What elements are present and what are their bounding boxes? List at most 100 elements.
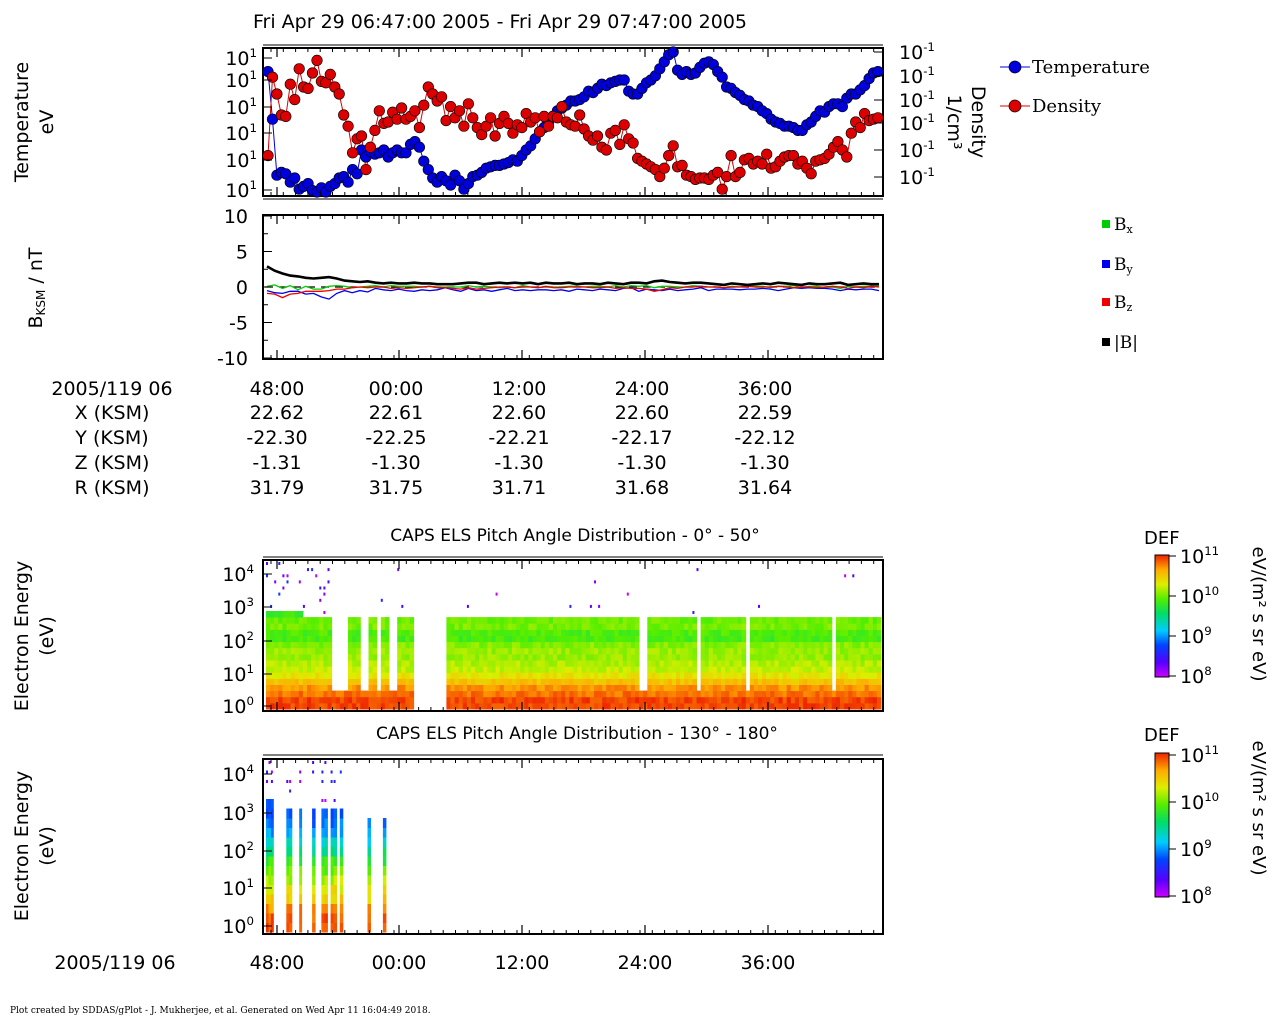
spectrogram-cell (647, 684, 652, 692)
spectrogram-cell (471, 684, 476, 692)
spectrogram-cell (282, 623, 287, 630)
spectrogram-cell (688, 653, 693, 661)
spectrogram-cell (684, 617, 689, 624)
spectrogram-cell (819, 660, 825, 667)
spectrogram-cell (844, 696, 849, 704)
spectrogram-cell (409, 623, 415, 630)
spectrogram-cell (844, 617, 849, 624)
spectrogram-cell (860, 678, 866, 685)
spectrogram-cell (475, 647, 480, 655)
spectrogram-cell (782, 678, 788, 685)
spectrogram-cell (330, 865, 335, 876)
spectrogram-cell (548, 629, 554, 636)
spectrogram-cell (606, 653, 611, 661)
spectrogram-cell (462, 617, 468, 624)
spectrogram-cell (774, 666, 779, 673)
spectrogram-cell (626, 617, 632, 624)
spectrogram-cell (324, 922, 328, 933)
spectrogram-cell (614, 690, 620, 698)
spectrogram-cell (659, 678, 665, 685)
spectrogram-cell (868, 641, 874, 649)
spectrogram-cell (671, 647, 677, 655)
spectrogram-cell (368, 647, 374, 655)
spectrogram-cell (794, 629, 800, 636)
spectrogram-cell (294, 672, 300, 679)
spectrogram-cell (356, 641, 361, 649)
spectrogram-cell (729, 666, 734, 673)
spectrogram-cell (348, 653, 353, 661)
spectrogram-cell (770, 696, 775, 704)
spectrogram-cell (401, 617, 406, 624)
spectrogram-cell (548, 653, 554, 661)
spectrogram-cell (700, 641, 706, 649)
spectrogram-cell (532, 672, 538, 679)
spectrogram-cell (311, 690, 316, 698)
spectrogram-cell (835, 660, 841, 667)
spectrogram-cell (774, 660, 779, 667)
spectrogram-cell (876, 647, 882, 655)
spectrogram-cell (860, 623, 866, 630)
spectrogram-cell (803, 617, 808, 624)
spectrogram-130-180-axis-label: Electron Energy (11, 771, 33, 922)
spectrogram-cell (565, 635, 570, 643)
spectrogram-cell (741, 635, 747, 643)
spectrogram-cell (778, 678, 784, 685)
spectrogram-cell (602, 647, 607, 655)
spectrogram-cell (553, 623, 558, 630)
spectrogram-cell (684, 653, 689, 661)
spectrogram-cell (840, 647, 845, 655)
spectrogram-cell (270, 799, 274, 809)
spectrogram-cell (507, 690, 513, 698)
spectrogram-cell (266, 856, 269, 866)
spectrogram-cell (659, 647, 665, 655)
spectrogram-cell (401, 678, 406, 685)
spectrogram-cell (532, 623, 538, 630)
spectrogram-cell (630, 641, 636, 649)
spectrogram-cell (598, 666, 603, 673)
spectrogram-cell (516, 617, 521, 624)
spectrogram-cell (319, 660, 324, 667)
spectrogram-cell (868, 678, 874, 685)
spectrogram-cell (319, 629, 324, 636)
colorbar-tick-label: 1010 (1180, 790, 1219, 814)
spectrogram-cell (289, 865, 293, 876)
spectrogram-cell (680, 635, 685, 643)
spectrogram-cell (803, 678, 808, 685)
spectrogram-cell (598, 641, 603, 649)
spectrogram-cell (299, 913, 303, 923)
spectrogram-cell (499, 635, 505, 643)
spectrogram-cell (495, 647, 501, 655)
spectrogram-cell (520, 623, 525, 630)
spectrogram-cell (753, 635, 759, 643)
spectrogram-cell (458, 666, 464, 673)
spectrogram-cell (737, 623, 743, 630)
spectrogram-cell (499, 684, 505, 692)
spectrogram-cell (573, 690, 579, 698)
spectrogram-cell (450, 696, 456, 704)
spectrogram-cell (811, 660, 816, 667)
spectrogram-cell (692, 678, 697, 685)
spectrogram-cell (268, 799, 272, 809)
spectrogram-cell (278, 653, 283, 661)
spectrogram-cell (446, 617, 451, 624)
spectrogram-cell (729, 696, 734, 704)
spectrogram-cell (749, 653, 755, 661)
spectrogram-cell (450, 641, 456, 649)
temperature-data-point (618, 74, 630, 86)
spectrogram-cell (491, 672, 497, 679)
energy-tick-label: 101 (222, 662, 254, 686)
spectrogram-cell (712, 660, 718, 667)
spectrogram-cell (840, 653, 845, 661)
spectrogram-cell (622, 702, 628, 710)
spectrogram-cell (356, 623, 361, 630)
colorbar-tick-label: 109 (1180, 837, 1212, 861)
spectrogram-cell (503, 635, 509, 643)
spectrogram-cell (721, 647, 726, 655)
spectrogram-cell (585, 690, 591, 698)
sparse-count-cell (626, 592, 629, 596)
spectrogram-cell (729, 672, 734, 679)
spectrogram-cell (352, 660, 357, 667)
spectrogram-cell (454, 641, 460, 649)
spectrogram-cell (540, 666, 546, 673)
sparse-count-cell (330, 770, 333, 774)
